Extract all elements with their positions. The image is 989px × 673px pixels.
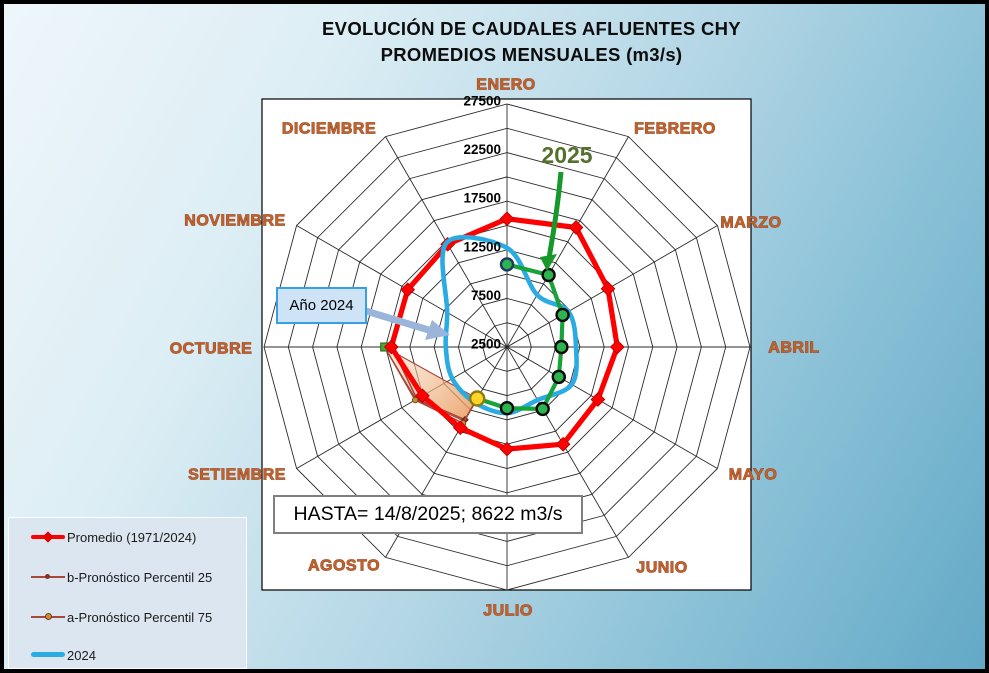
diamond-marker	[568, 220, 584, 235]
month-label-abril: ABRIL	[768, 340, 819, 357]
month-label-diciembre: DICIEMBRE	[282, 121, 376, 138]
legend: Promedio (1971/2024) b-Pronóstico Percen…	[8, 517, 247, 669]
diamond-marker	[415, 388, 430, 404]
month-label-marzo: MARZO	[720, 215, 781, 232]
arrow-2025	[546, 171, 564, 259]
series-2025	[475, 257, 570, 417]
legend-label: 2024	[67, 647, 96, 663]
month-label-octubre: OCTUBRE	[170, 341, 253, 358]
legend-label: b-Pronóstico Percentil 25	[67, 569, 213, 585]
month-label-agosto: AGOSTO	[308, 558, 380, 575]
highlight	[469, 390, 486, 407]
diamond-marker	[609, 339, 625, 355]
axis-tick-label: 7500	[471, 288, 501, 303]
p75-marker	[412, 396, 419, 404]
month-label-julio: JULIO	[483, 603, 533, 620]
annotation-hasta-box: HASTA= 14/8/2025; 8622 m3/s	[273, 495, 583, 534]
year2025-marker	[535, 401, 550, 417]
month-label-mayo: MAYO	[729, 467, 778, 484]
year2025-marker	[499, 257, 515, 272]
hasta-highlight-point	[469, 390, 486, 407]
year2025-marker	[541, 267, 556, 283]
grid-spoke	[506, 346, 718, 469]
grid-spoke	[296, 225, 508, 348]
series-promedio	[383, 211, 625, 457]
title-line-2: PROMEDIOS MENSUALES (m3/s)	[380, 44, 683, 65]
legend-item-percentil-75: a-Pronóstico Percentil 75	[31, 606, 212, 628]
legend-label: Promedio (1971/2024)	[67, 529, 197, 545]
diamond-marker	[383, 339, 399, 355]
diamond-marker	[600, 281, 616, 297]
year2025-marker	[555, 307, 570, 323]
year2024-line-swatch	[31, 648, 65, 662]
diamond-marker	[590, 392, 606, 407]
year2025-marker	[551, 369, 566, 385]
annotation-arrows	[364, 171, 564, 340]
legend-label: a-Pronóstico Percentil 75	[67, 609, 213, 625]
grid-spoke	[296, 346, 508, 469]
month-label-setiembre: SETIEMBRE	[188, 467, 286, 484]
year2025-marker	[499, 401, 515, 416]
axis-tick-label: 17500	[463, 191, 501, 206]
title-line-1: EVOLUCIÓN DE CAUDALES AFLUENTES CHY	[322, 18, 741, 39]
percentil75-line-swatch	[31, 610, 65, 624]
percentil25-line-swatch	[31, 570, 65, 584]
annotation-2025-label: 2025	[541, 142, 593, 168]
diamond-marker	[499, 441, 515, 457]
month-label-junio: JUNIO	[636, 560, 687, 577]
diamond-marker	[499, 211, 515, 227]
arrow-2025-head	[540, 254, 557, 271]
legend-item-percentil-25: b-Pronóstico Percentil 25	[31, 566, 212, 588]
promedio-line-swatch	[31, 530, 65, 544]
chart-title: EVOLUCIÓN DE CAUDALES AFLUENTES CHY PROM…	[264, 16, 799, 68]
legend-item-promedio: Promedio (1971/2024)	[31, 526, 196, 548]
axis-tick-label: 22500	[463, 142, 501, 157]
year2025-marker	[554, 339, 569, 355]
polar-grid	[263, 103, 751, 591]
axis-tick-label: 2500	[471, 337, 501, 352]
diamond-marker	[400, 282, 416, 298]
grid-spoke	[506, 346, 629, 558]
diamond-marker	[452, 420, 468, 436]
arrow-ano-2024	[364, 307, 434, 335]
axis-tick-label: 12500	[463, 239, 501, 254]
axis-tick-labels: 2500 7500 12500 17500 22500 27500	[463, 94, 501, 352]
legend-item-2024: 2024	[31, 644, 96, 666]
month-label-febrero: FEBRERO	[634, 121, 716, 138]
grid-spoke	[506, 136, 629, 348]
axis-tick-label: 27500	[463, 94, 501, 109]
arrow-ano-2024-head	[425, 320, 450, 340]
month-labels: ENERO FEBRERO MARZO ABRIL MAYO JUNIO JULIO AGOS…	[169, 76, 819, 620]
diamond-marker	[555, 436, 571, 452]
annotation-ano-2024-box: Año 2024	[276, 287, 367, 324]
month-label-noviembre: NOVIEMBRE	[184, 213, 285, 230]
month-label-enero: ENERO	[476, 77, 535, 94]
